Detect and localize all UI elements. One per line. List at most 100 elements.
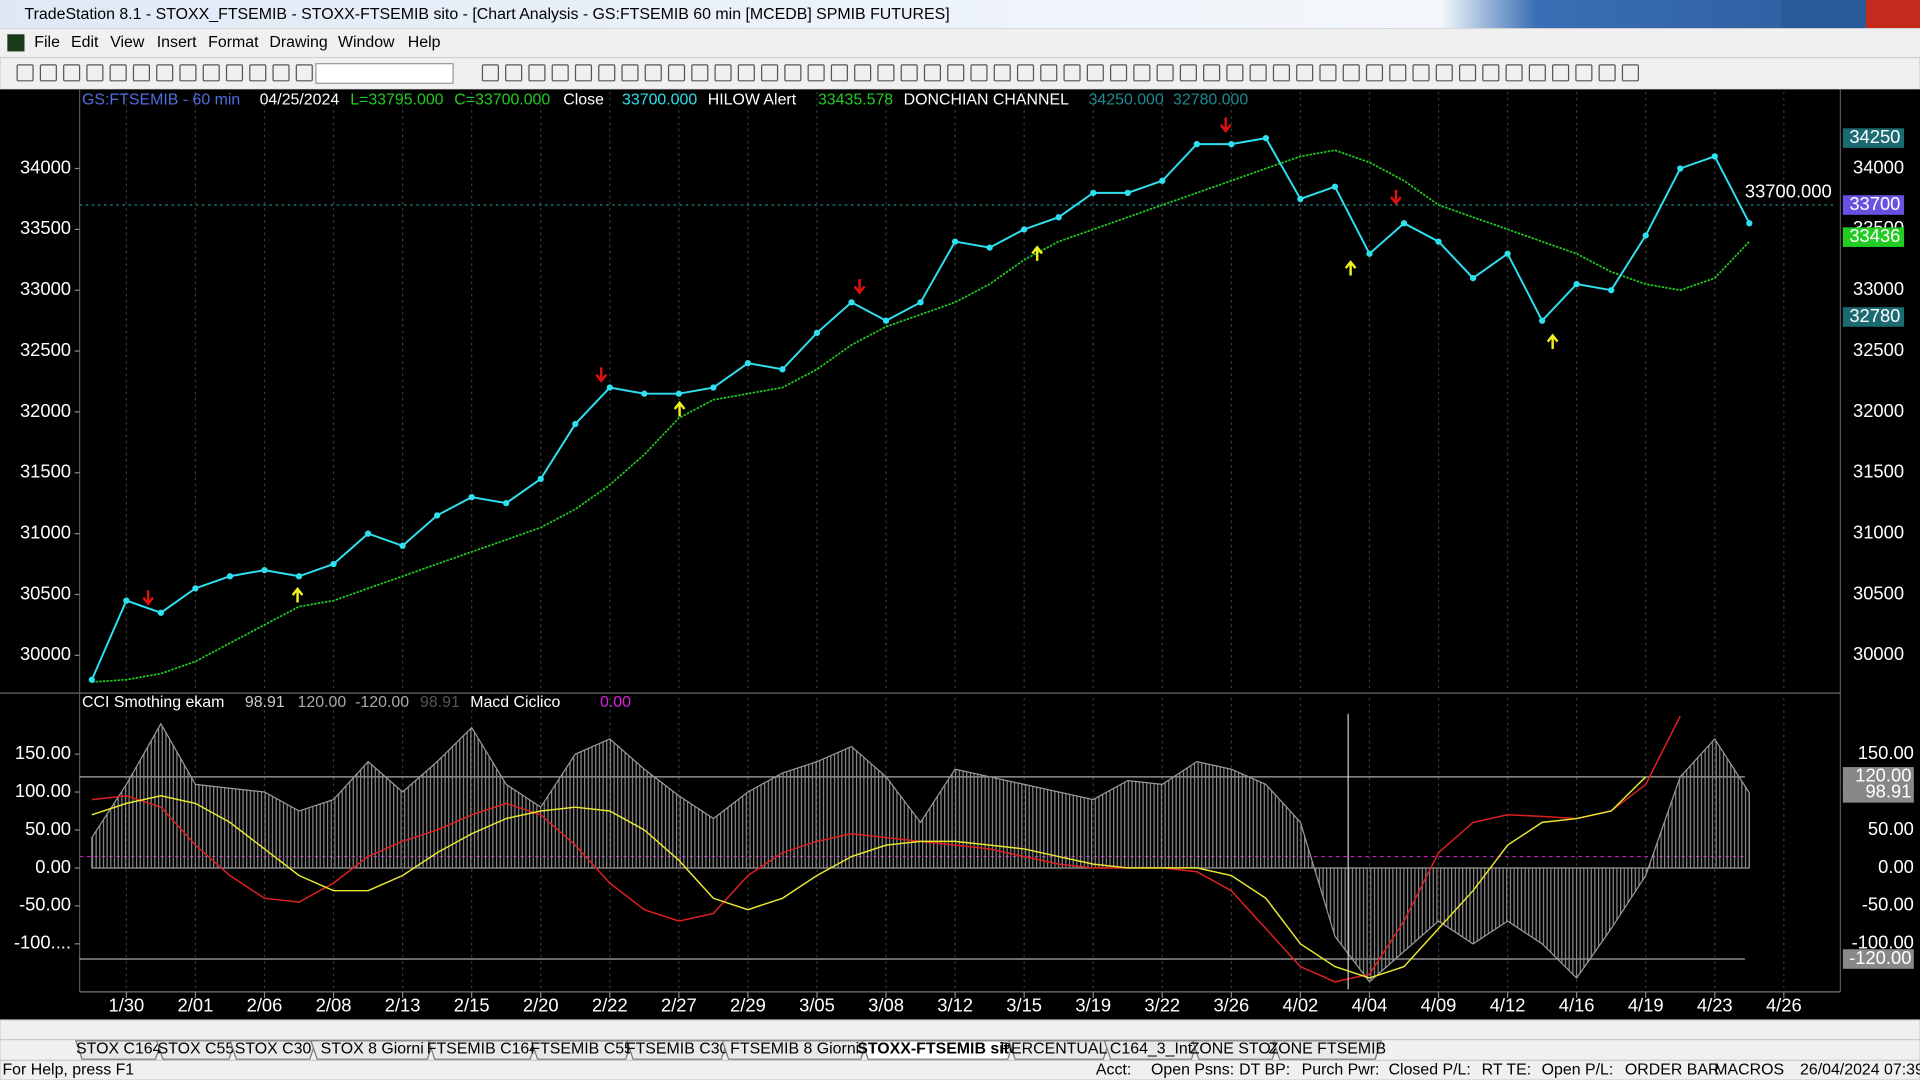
sheet-tab[interactable]	[1191, 1040, 1280, 1060]
toolbar-icon[interactable]	[551, 64, 569, 82]
toolbar-icon[interactable]	[807, 64, 825, 82]
sheet-tab[interactable]	[427, 1040, 538, 1060]
sheet-tab[interactable]	[1008, 1040, 1111, 1060]
menu-item[interactable]: Drawing	[269, 34, 327, 51]
price-tag	[1842, 307, 1905, 327]
toolbar-icon[interactable]	[16, 64, 34, 82]
toolbar-icon[interactable]	[1319, 64, 1337, 82]
toolbar-icon[interactable]	[1528, 64, 1546, 82]
toolbar-icon[interactable]	[714, 64, 732, 82]
toolbar-icon[interactable]	[1086, 64, 1104, 82]
toolbar-icon[interactable]	[1412, 64, 1430, 82]
toolbar-icon[interactable]	[1365, 64, 1384, 82]
toolbar-icon[interactable]	[1482, 64, 1500, 82]
toolbar-icon[interactable]	[272, 64, 290, 82]
menu-item[interactable]: Window	[338, 34, 395, 51]
menu-item[interactable]: File	[34, 34, 60, 51]
toolbar-icon[interactable]	[249, 64, 267, 82]
toolbar-icon[interactable]	[621, 64, 639, 82]
toolbar-icon[interactable]	[1296, 64, 1314, 82]
sheet-tab[interactable]	[861, 1040, 1015, 1060]
sheet-tab[interactable]	[530, 1040, 633, 1060]
price-tag-label: 33436	[1849, 225, 1900, 246]
toolbar-icon[interactable]	[179, 64, 197, 82]
toolbar-icon[interactable]	[993, 64, 1011, 82]
toolbar-icon[interactable]	[109, 64, 127, 82]
toolbar-icon[interactable]	[1575, 64, 1593, 82]
toolbar-icon[interactable]	[132, 64, 151, 82]
sheet-tab[interactable]	[155, 1040, 236, 1060]
toolbar-icon[interactable]	[691, 64, 709, 82]
toolbar-icon[interactable]	[970, 64, 988, 82]
toolbar-icon[interactable]	[1458, 64, 1477, 82]
toolbar-icon[interactable]	[1598, 64, 1616, 82]
toolbar-icon[interactable]	[598, 64, 616, 82]
toolbar-icon[interactable]	[784, 64, 802, 82]
pane-header-text: DONCHIAN CHANNEL	[904, 92, 1069, 109]
toolbar-icon[interactable]	[1342, 64, 1360, 82]
toolbar-icon[interactable]	[86, 64, 104, 82]
toolbar-icon[interactable]	[505, 64, 523, 82]
sheet-tab[interactable]	[310, 1040, 435, 1060]
pane-header-text: Close	[563, 92, 604, 109]
toolbar-icon[interactable]	[1621, 64, 1639, 82]
h-scrollbar[interactable]	[0, 1019, 1920, 1041]
toolbar-icon[interactable]	[644, 64, 662, 82]
toolbar-icon[interactable]	[1203, 64, 1221, 82]
toolbar-icon[interactable]	[528, 64, 546, 82]
menu-item[interactable]: Edit	[71, 34, 99, 51]
symbol-combo[interactable]	[315, 63, 454, 84]
toolbar-icon[interactable]	[923, 64, 942, 82]
menu-item[interactable]: View	[110, 34, 145, 51]
toolbar-icon[interactable]	[574, 64, 593, 82]
toolbar-icon[interactable]	[63, 64, 81, 82]
toolbar-icon[interactable]	[1016, 64, 1035, 82]
toolbar-icon[interactable]	[1063, 64, 1081, 82]
sheet-tab[interactable]	[1103, 1040, 1199, 1060]
menu-item[interactable]: Format	[208, 34, 259, 51]
toolbar-icon[interactable]	[225, 64, 244, 82]
toolbar-icon[interactable]	[1040, 64, 1058, 82]
menu-item[interactable]: Insert	[157, 34, 197, 51]
toolbar-icon[interactable]	[761, 64, 779, 82]
y-tick-label-right: 30500	[1853, 582, 1904, 603]
sheet-tab[interactable]	[626, 1040, 729, 1060]
menu-item[interactable]: Help	[408, 34, 441, 51]
toolbar-icon[interactable]	[1226, 64, 1244, 82]
pane-header-text: GS:FTSEMIB - 60 min	[82, 92, 240, 109]
sheet-tab[interactable]	[1272, 1040, 1383, 1060]
toolbar-icon[interactable]	[295, 64, 313, 82]
toolbar-icon[interactable]	[1389, 64, 1407, 82]
toolbar-icon[interactable]	[1179, 64, 1197, 82]
toolbar-icon[interactable]	[39, 64, 57, 82]
app-icon	[7, 34, 25, 52]
toolbar-icon[interactable]	[1249, 64, 1267, 82]
toolbar-icon[interactable]	[481, 64, 499, 82]
sheet-tab[interactable]	[229, 1040, 317, 1060]
toolbar-icon[interactable]	[830, 64, 848, 82]
sheet-tab[interactable]	[721, 1040, 868, 1060]
toolbar-icon[interactable]	[667, 64, 686, 82]
toolbar-icon[interactable]	[202, 64, 220, 82]
toolbar-icon[interactable]	[1110, 64, 1128, 82]
sheet-tab[interactable]	[75, 1040, 163, 1060]
toolbar-icon[interactable]	[900, 64, 918, 82]
close-button[interactable]	[1866, 0, 1920, 29]
y-tick-label: 30000	[20, 643, 71, 664]
toolbar-icon[interactable]	[737, 64, 755, 82]
x-tick-label: 2/29	[730, 994, 766, 1015]
y-tick-label: 30500	[20, 582, 71, 603]
toolbar-icon[interactable]	[1272, 64, 1291, 82]
y-tick-label: 34000	[20, 156, 71, 177]
toolbar-icon[interactable]	[1552, 64, 1570, 82]
toolbar-icon[interactable]	[1156, 64, 1174, 82]
toolbar-icon[interactable]	[1133, 64, 1151, 82]
toolbar-icon[interactable]	[947, 64, 965, 82]
toolbar-icon[interactable]	[156, 64, 174, 82]
toolbar-icon[interactable]	[1435, 64, 1453, 82]
toolbar-icon[interactable]	[1505, 64, 1523, 82]
toolbar-icon[interactable]	[854, 64, 872, 82]
x-tick-label: 3/12	[937, 994, 973, 1015]
toolbar-icon[interactable]	[877, 64, 895, 82]
